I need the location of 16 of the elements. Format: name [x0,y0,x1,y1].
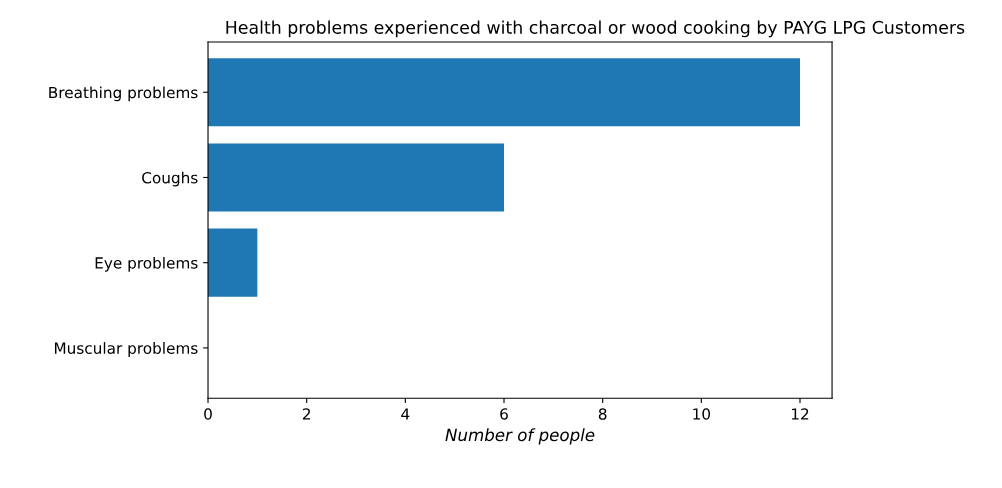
x-tick-label: 12 [791,408,809,420]
bar [208,58,800,127]
bar [208,143,505,212]
x-tick-label: 2 [302,408,311,420]
y-tick-label: Coughs [142,171,198,187]
x-axis-title: Number of people [445,428,595,445]
y-tick-label: Muscular problems [54,342,198,357]
chart-title: Health problems experienced with charcoal or wood cooking by PAYG LPG Customers [226,20,965,38]
y-tick-label: Eye problems [95,256,198,272]
bar [208,228,258,297]
x-tick-label: 10 [693,408,711,420]
y-tick-label: Breathing problems [49,86,198,102]
x-tick-label: 6 [500,408,508,420]
x-tick-label: 0 [204,408,212,420]
x-tick-label: 4 [401,408,410,420]
x-tick-label: 8 [598,408,607,420]
